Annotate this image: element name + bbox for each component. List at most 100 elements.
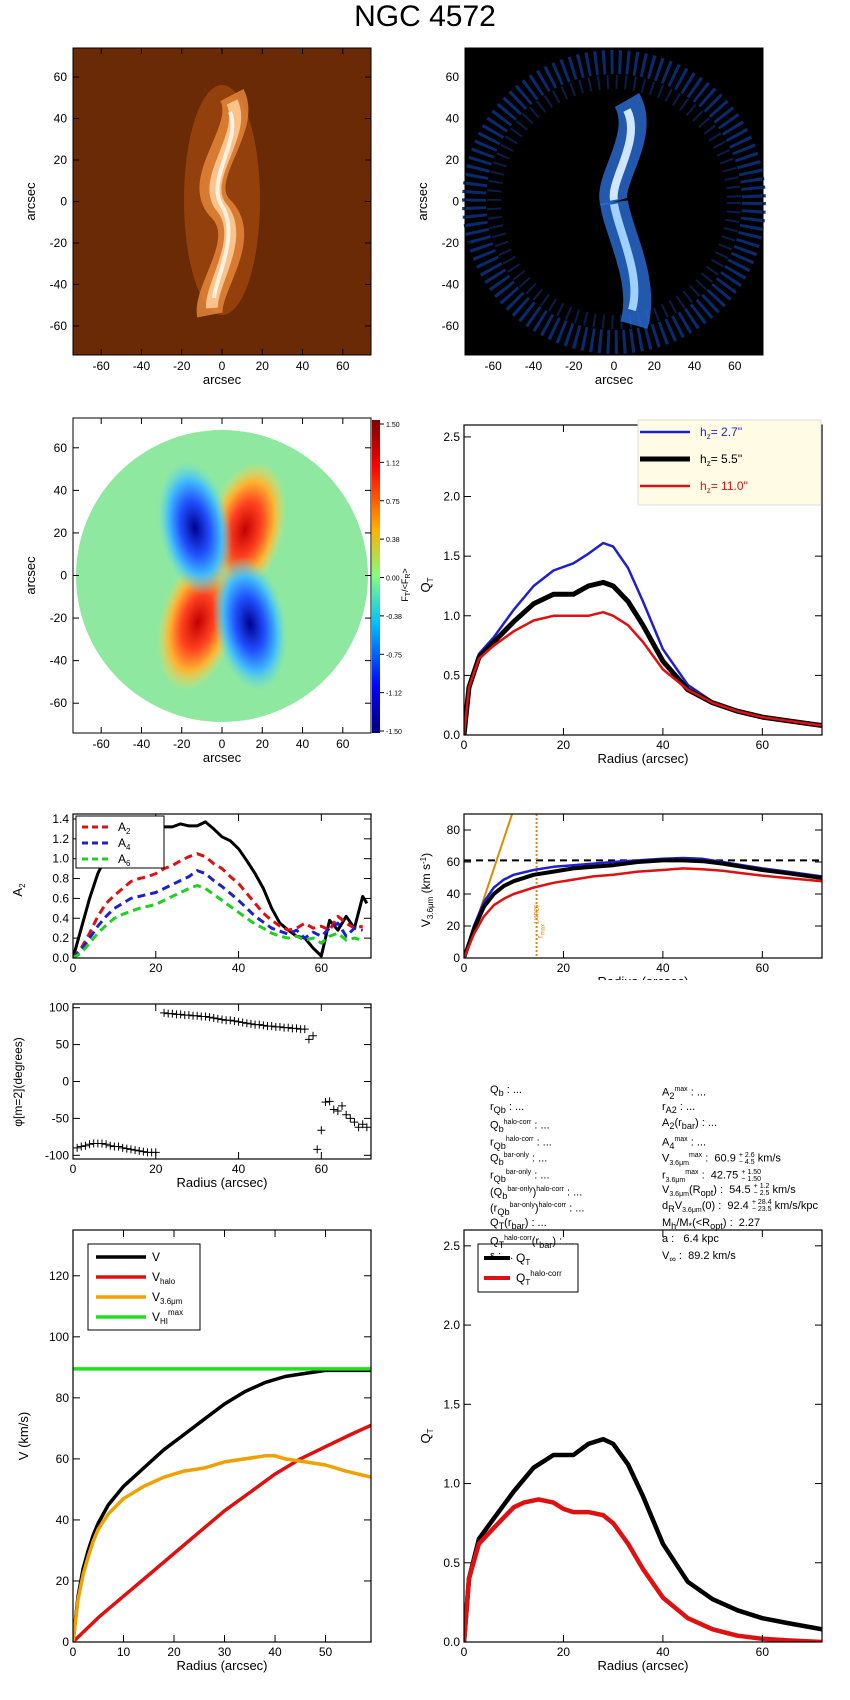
colorbar-tick-label: -0.38: [386, 614, 402, 621]
param-rqb-halo: rQbhalo-corr : ...: [490, 1135, 552, 1151]
x-axis-label: Radius (arcsec): [597, 974, 688, 980]
data-point: [230, 1016, 239, 1025]
galaxy-s-shape: [184, 85, 260, 318]
x-tick-label: 0: [461, 738, 468, 752]
bar-residual: [599, 93, 652, 329]
y-tick-label: 40: [446, 112, 460, 126]
y-tick-label: 60: [56, 1452, 70, 1466]
data-point: [350, 1118, 359, 1127]
plot-area: [464, 1436, 822, 1642]
data-point: [313, 1145, 322, 1154]
data-point: [118, 1143, 127, 1152]
y-axis-label: A2: [10, 883, 27, 897]
x-tick-label: 40: [296, 359, 310, 373]
y-tick-label: 60: [54, 441, 68, 455]
data-point: [226, 1016, 235, 1025]
x-tick-label: -60: [485, 359, 503, 373]
colorbar-tick-label: 1.50: [386, 422, 400, 429]
legend-label: A4: [118, 836, 131, 852]
legend-label: A6: [118, 852, 131, 868]
y-tick-label: -60: [442, 319, 460, 333]
y-tick-label: 40: [54, 483, 68, 497]
y-tick-label: 40: [447, 887, 461, 901]
x-tick-label: -20: [173, 737, 191, 751]
x-tick-label: 40: [296, 737, 310, 751]
series-line-1: [73, 1423, 371, 1642]
y-tick-label: 100: [49, 1330, 69, 1344]
x-tick-label: 50: [319, 1645, 333, 1659]
y-tick-label: 0.8: [52, 872, 69, 886]
data-point: [114, 1142, 123, 1151]
data-point: [77, 1142, 86, 1151]
data-point: [338, 1101, 347, 1110]
x-axis-label: Radius (arcsec): [597, 751, 688, 766]
vline-label: rmax1/4R25: [535, 904, 547, 938]
y-tick-label: 2.0: [443, 490, 460, 504]
legend-label: V: [152, 1250, 160, 1264]
param-a2-rbar: A2(rbar) : ...: [662, 1117, 717, 1132]
data-point: [267, 1022, 276, 1031]
data-point: [255, 1020, 264, 1029]
y-tick-label: -60: [50, 696, 68, 710]
x-axis-label: arcsec: [203, 750, 242, 765]
y-tick-label: 1.0: [443, 1477, 460, 1491]
y-tick-label: 1.0: [52, 852, 69, 866]
x-tick-label: 0: [70, 1645, 77, 1659]
y-tick-label: 20: [446, 153, 460, 167]
plot-area: [73, 1367, 371, 1642]
data-point: [218, 1015, 226, 1024]
data-point: [126, 1145, 135, 1154]
data-point: [160, 1008, 169, 1017]
plot-area: [464, 541, 822, 735]
data-point: [246, 1019, 255, 1028]
data-point: [81, 1141, 90, 1150]
param-qt-rbar: QT(rbar) : ...: [490, 1216, 547, 1231]
x-tick-label: -40: [525, 359, 543, 373]
series-line-2: [464, 858, 822, 958]
data-point: [321, 1098, 330, 1107]
x-tick-label: 0: [70, 1162, 77, 1176]
y-axis-label: V3.6μm (km s-1): [419, 853, 435, 927]
data-point: [242, 1019, 251, 1028]
param-rqb: rQb : ...: [490, 1100, 525, 1115]
x-tick-label: -60: [93, 359, 111, 373]
param-qb: Qb : ...: [490, 1084, 522, 1099]
data-point: [135, 1146, 144, 1155]
data-point: [259, 1021, 268, 1030]
legend-label: hz= 5.5'': [700, 452, 742, 468]
y-tick-label: 0.0: [443, 728, 460, 742]
data-point: [329, 1105, 338, 1114]
y-tick-label: -20: [442, 236, 460, 250]
x-axis-label: Radius (arcsec): [176, 1658, 267, 1673]
y-tick-label: -60: [50, 319, 68, 333]
figure-title: NGC 4572: [354, 0, 496, 33]
y-tick-label: 80: [447, 823, 461, 837]
y-tick-label: 0: [62, 1075, 69, 1089]
series-line-3: [464, 867, 822, 958]
param-a4max: A4max : ...: [662, 1135, 707, 1151]
series-line-2: [73, 869, 364, 958]
param-vmax: V3.6μmmax : 60.9 + 2.6− 4.5 km/s: [662, 1152, 781, 1168]
legend-box: [477, 1243, 579, 1293]
y-tick-label: 0.5: [443, 1556, 460, 1570]
x-tick-label: 40: [232, 961, 246, 975]
data-point: [234, 1017, 243, 1026]
y-tick-label: 1.0: [443, 609, 460, 623]
y-tick-label: 0: [60, 569, 67, 583]
data-point: [73, 1143, 82, 1152]
param-rqb-bar-halo: (rQbbar-only)halo-corr : ...: [490, 1202, 585, 1217]
colorbar-tick-label: 0.75: [386, 499, 400, 506]
y-tick-label: 40: [56, 1513, 70, 1527]
x-axis-label: Radius (arcsec): [176, 1175, 267, 1190]
data-point: [168, 1009, 177, 1018]
x-axis-label: arcsec: [595, 372, 634, 387]
axes-frame: -60 -40 -20 0 20 40 60 60 40 20 0 -20 -40 -60 arcsec ar…: [23, 47, 372, 387]
legend-label: Vhalo: [152, 1270, 176, 1286]
x-tick-label: -60: [93, 737, 111, 751]
data-point: [333, 1107, 342, 1116]
y-tick-label: 0: [453, 951, 460, 965]
x-tick-label: -20: [173, 359, 191, 373]
y-tick-label: -50: [52, 1111, 70, 1125]
y-tick-label: -40: [50, 654, 68, 668]
